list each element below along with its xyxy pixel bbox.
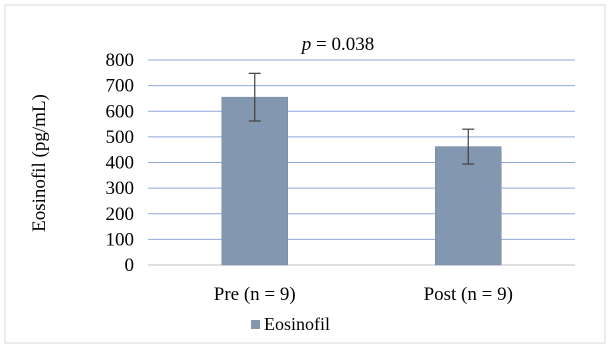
y-tick-label: 200 [106, 204, 135, 225]
error-bar [248, 72, 261, 122]
bar [221, 96, 288, 266]
y-tick-label: 800 [106, 50, 135, 71]
y-tick-label: 0 [125, 255, 135, 276]
y-axis-label: Eosinofil (pg/mL) [29, 94, 50, 232]
y-tick-label: 100 [106, 229, 135, 250]
error-bar [462, 128, 475, 165]
p-value-annotation: p = 0.038 [300, 34, 374, 55]
y-tick-label: 300 [106, 178, 135, 199]
y-tick-label: 700 [106, 76, 135, 97]
gridlines [148, 59, 575, 266]
legend-label: Eosinofil [264, 314, 330, 334]
y-tick-label: 600 [106, 101, 135, 122]
chart-frame [4, 4, 606, 344]
y-tick-label: 500 [106, 127, 135, 148]
p-value-text: = 0.038 [311, 34, 374, 55]
y-axis-ticks: 0 100 200 300 400 500 600 700 800 [106, 50, 135, 276]
x-tick-label: Post (n = 9) [424, 284, 513, 305]
bar [435, 146, 502, 266]
p-symbol: p [300, 34, 312, 55]
x-axis-ticks: Pre (n = 9) Post (n = 9) [214, 284, 513, 305]
x-tick-label: Pre (n = 9) [214, 284, 296, 305]
legend-swatch [251, 320, 260, 329]
y-tick-label: 400 [106, 153, 135, 174]
error-bars [248, 72, 475, 165]
legend: Eosinofil [251, 314, 330, 334]
bars [221, 96, 502, 266]
